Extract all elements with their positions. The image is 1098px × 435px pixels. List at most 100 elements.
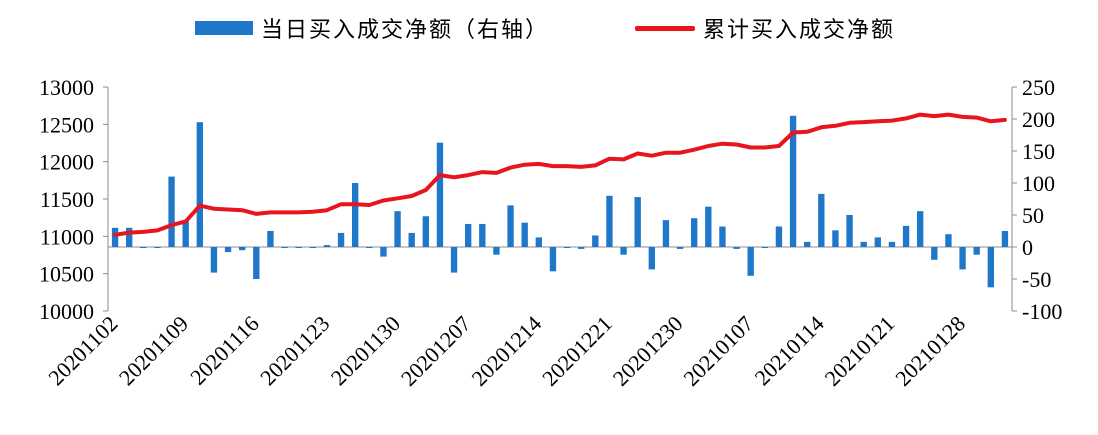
daily-net-bar [578,247,585,249]
daily-net-bar [719,226,726,247]
daily-net-bar [691,218,698,247]
daily-net-bar [733,247,740,249]
legend-item-daily-net: 当日买入成交净额（右轴） [195,10,549,46]
x-tick-label: 20201116 [185,311,264,390]
bars-layer [111,115,1009,288]
x-tick-label: 20201221 [537,311,617,391]
x-tick-label: 20201207 [396,311,476,391]
daily-net-bar [239,247,246,251]
daily-net-bar [874,237,881,247]
daily-net-bar [535,237,542,247]
x-tick-label: 20201123 [255,311,334,390]
x-tick-label: 20210128 [890,311,970,391]
daily-net-bar [422,216,429,247]
daily-net-bar [775,226,783,247]
x-tick-label: 20210121 [820,311,900,391]
daily-net-bar [973,247,980,255]
left-tick-label: 12500 [39,112,94,137]
daily-net-bar [931,247,938,260]
left-tick-label: 11000 [40,224,94,249]
right-tick-label: 150 [1022,139,1055,164]
daily-net-bar [662,220,670,247]
daily-net-bar [210,247,218,273]
daily-net-bar [888,241,896,247]
x-tick-label: 20201130 [326,311,405,390]
daily-net-bar [818,193,825,247]
daily-net-bar [267,231,274,247]
daily-net-bar [761,247,768,248]
daily-net-bar [789,115,797,247]
daily-net-bar [917,211,924,247]
daily-net-bar [521,222,528,247]
daily-net-bar [592,235,599,247]
daily-net-bar [902,225,910,247]
right-tick-label: -50 [1022,267,1051,292]
daily-net-bar [394,211,401,247]
daily-net-bar [352,183,359,247]
right-tick-label: 50 [1022,203,1044,228]
daily-net-bar [747,247,754,276]
daily-net-bar [408,232,415,247]
daily-net-bar [450,247,458,273]
daily-net-bar [1001,231,1009,247]
daily-net-bar [507,205,514,247]
daily-net-bar [465,223,472,247]
right-tick-label: 100 [1022,171,1055,196]
daily-net-bar [295,247,302,248]
daily-net-bar [860,241,867,247]
daily-net-bar [804,241,811,247]
right-tick-label: 0 [1022,235,1033,260]
daily-net-bar [987,247,994,288]
daily-net-bar [676,247,684,249]
daily-net-bar [705,206,712,247]
legend-bar-swatch [195,21,253,35]
legend-label-daily-net: 当日买入成交净额（右轴） [261,18,550,43]
left-tick-label: 10000 [39,299,94,324]
x-tick-label: 20201214 [466,311,546,391]
daily-net-bar [281,247,288,248]
daily-net-bar [126,227,133,247]
daily-net-bar [366,247,373,248]
left-tick-label: 13000 [39,75,94,100]
x-tick-label: 20210114 [750,311,829,390]
x-tick-label: 20210107 [678,311,758,391]
daily-net-bar [563,247,571,248]
daily-net-bar [168,176,175,247]
daily-net-bar [648,247,655,270]
daily-net-bar [140,247,147,248]
left-tick-label: 10500 [39,262,94,287]
daily-net-bar [323,245,331,247]
daily-net-bar [309,247,316,248]
daily-net-bar [196,122,203,247]
cumulative-net-line [113,112,1007,237]
daily-net-bar [436,142,444,247]
legend-item-cumulative-net: 累计买入成交净额 [635,10,895,46]
legend: 当日买入成交净额（右轴） 累计买入成交净额 [0,10,1098,46]
daily-net-bar [606,195,613,247]
daily-net-bar [154,247,161,248]
left-tick-label: 11500 [40,187,94,212]
daily-net-bar [549,247,557,272]
daily-net-bar [846,215,853,247]
daily-net-bar [182,221,189,247]
right-tick-label: -100 [1022,299,1062,324]
daily-net-bar [945,234,952,247]
line-layer [113,112,1007,237]
daily-net-bar [493,247,500,255]
legend-line-swatch [635,25,695,31]
daily-net-bar [832,230,839,247]
x-tick-label: 20201230 [608,311,688,391]
right-tick-label: 250 [1022,75,1055,100]
left-tick-label: 12000 [39,150,94,175]
daily-net-bar [224,247,232,253]
daily-net-bar [959,247,966,270]
right-tick-label: 200 [1022,107,1055,132]
daily-net-bar [253,247,260,279]
daily-net-bar [380,247,387,257]
legend-label-cumulative-net: 累计买入成交净额 [703,18,896,43]
daily-net-bar [620,247,627,255]
daily-net-bar [479,223,486,247]
x-tick-label: 20201109 [114,311,193,390]
